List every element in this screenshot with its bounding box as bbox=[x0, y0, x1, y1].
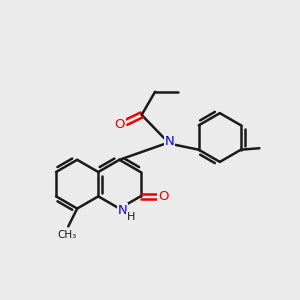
Text: H: H bbox=[127, 212, 135, 222]
Text: N: N bbox=[118, 203, 128, 217]
Text: CH₃: CH₃ bbox=[57, 230, 76, 240]
Text: N: N bbox=[165, 135, 175, 148]
Text: O: O bbox=[114, 118, 125, 131]
Text: O: O bbox=[158, 190, 169, 203]
